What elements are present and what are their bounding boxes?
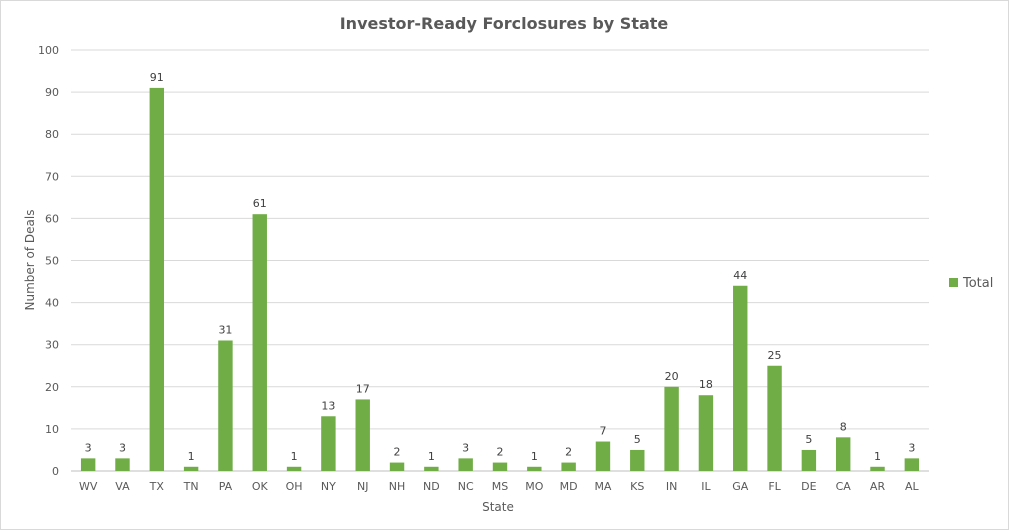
x-tick-label: OH [286,480,303,493]
data-label-md: 2 [565,446,572,459]
data-label-mo: 1 [531,450,538,463]
bar-ok [252,214,267,471]
bar-nh [389,462,405,471]
y-tick-label: 40 [45,297,59,310]
x-tick-label: MS [492,480,508,493]
y-tick-label: 70 [45,170,59,183]
x-tick-label: NJ [357,480,368,493]
y-tick-label: 30 [45,339,59,352]
data-label-ca: 8 [840,420,847,433]
x-tick-label: FL [768,480,781,493]
bar-il [698,395,714,471]
y-tick-label: 90 [45,86,59,99]
y-axis-title: Number of Deals [23,210,37,311]
data-label-nh: 2 [394,446,401,459]
bar-nj [355,399,370,471]
data-label-ar: 1 [874,450,881,463]
bar-tn [183,466,199,471]
data-label-ks: 5 [634,433,641,446]
data-label-ok: 61 [253,197,267,210]
y-tick-label: 0 [52,465,59,478]
legend-swatch-total [949,278,958,287]
bar-md [561,462,576,471]
bar-ms [492,462,508,471]
x-tick-label: TN [183,480,199,493]
data-label-al: 3 [908,441,915,454]
bar-va [115,458,130,471]
data-label-in: 20 [665,370,679,383]
y-tick-label: 50 [45,255,59,268]
data-label-wv: 3 [85,441,92,454]
x-tick-label: TX [149,480,165,493]
legend: Total [949,276,993,291]
x-tick-label: NH [389,480,406,493]
data-label-ny: 13 [321,399,335,412]
bar-de [801,449,817,471]
data-label-ma: 7 [599,425,606,438]
bar-pa [218,340,233,471]
y-tick-label: 20 [45,381,59,394]
x-tick-label: NC [458,480,474,493]
bar-nc [458,458,473,471]
x-tick-label: MA [594,480,611,493]
data-label-tx: 91 [150,71,164,84]
x-tick-label: NY [321,480,336,493]
x-tick-label: CA [836,480,852,493]
gridlines [71,49,929,472]
y-axis-ticks: 0 10 20 30 40 50 60 70 80 90 100 [38,44,59,478]
data-label-ms: 2 [497,446,504,459]
bar-al [904,458,920,471]
x-tick-label: PA [219,480,233,493]
bar-nd [424,466,439,471]
bar-ar [870,466,885,471]
data-label-nd: 1 [428,450,435,463]
x-tick-label: IN [666,480,677,493]
data-label-oh: 1 [291,450,298,463]
x-tick-label: DE [801,480,816,493]
x-tick-label: WV [79,480,98,493]
bar-ny [321,416,336,471]
y-tick-label: 10 [45,423,59,436]
data-label-nc: 3 [462,441,469,454]
bar-mo [527,466,542,471]
x-tick-label: MO [525,480,543,493]
bar-wv [80,458,96,471]
data-label-il: 18 [699,378,713,391]
y-tick-label: 100 [38,44,59,57]
x-tick-label: OK [252,480,269,493]
data-label-ga: 44 [733,269,747,282]
x-tick-label: AR [870,480,886,493]
data-label-tn: 1 [188,450,195,463]
x-axis-ticks: WV VA TX TN PA OK OH NY NJ NH ND NC MS MO MD MA KS IN IL GA… [79,480,920,493]
bar-ga [733,285,748,471]
x-tick-label: KS [630,480,644,493]
bar-ma [595,441,611,471]
data-label-pa: 31 [218,323,232,336]
data-label-de: 5 [805,433,812,446]
legend-label-total: Total [962,276,993,291]
y-tick-label: 80 [45,128,59,141]
x-axis-title: State [482,500,514,514]
bar-oh [286,466,302,471]
x-tick-label: MD [560,480,578,493]
chart-title: Investor-Ready Forclosures by State [340,14,669,33]
bar-fl [767,365,782,471]
data-label-va: 3 [119,441,126,454]
bars [80,87,920,471]
bar-ks [630,449,645,471]
x-tick-label: AL [905,480,920,493]
x-tick-label: GA [732,480,749,493]
bar-tx [149,87,165,471]
x-tick-label: VA [115,480,130,493]
x-tick-label: IL [701,480,711,493]
bar-ca [835,437,851,471]
data-label-fl: 25 [768,349,782,362]
y-tick-label: 60 [45,212,59,225]
data-label-nj: 17 [356,382,370,395]
bar-in [664,386,679,471]
x-tick-label: ND [423,480,440,493]
